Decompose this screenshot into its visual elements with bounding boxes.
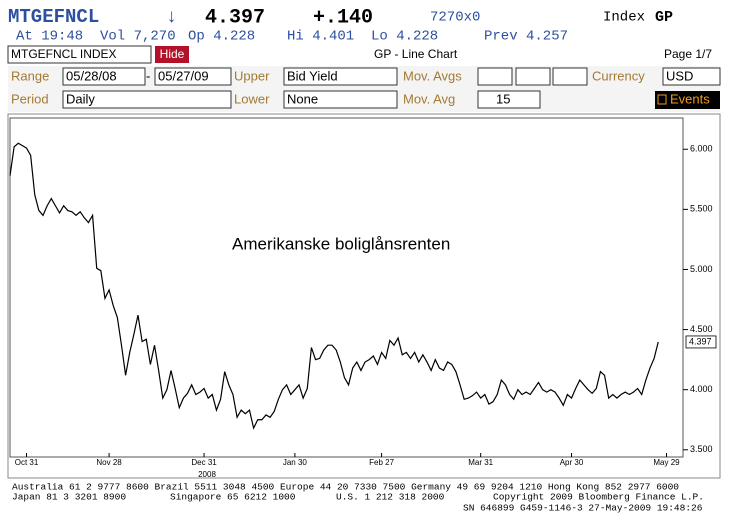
footer-line: Singapore 65 6212 1000 [170, 492, 296, 503]
quote-item: At 19:48 [16, 29, 83, 45]
x-tick-label: Mar 31 [468, 458, 493, 467]
x-tick-label: Jan 30 [283, 458, 308, 467]
plot-area [9, 117, 684, 458]
quote-item: Vol 7,270 [100, 29, 176, 45]
mov-avgs-label: Mov. Avgs [403, 68, 462, 83]
hide-label: Hide [160, 47, 185, 61]
period-field[interactable] [62, 90, 232, 109]
security-field[interactable] [7, 45, 152, 64]
upper-field[interactable] [283, 67, 398, 86]
direction-arrow: ↓ [166, 6, 177, 28]
lower-value: None [287, 91, 318, 106]
end-date-field[interactable] [154, 67, 232, 86]
series-line [9, 142, 659, 430]
x-tick-label: Nov 28 [96, 458, 122, 467]
end-date: 05/27/09 [158, 68, 209, 83]
y-tick-label: 5.500 [690, 204, 713, 214]
security-name: MTGEFNCL INDEX [11, 47, 117, 61]
last-value-label: 4.397 [689, 336, 712, 346]
hide-button[interactable] [155, 46, 189, 63]
annotation: Amerikanske boliglånsrenten [232, 234, 450, 253]
screen-title: GP - Line Chart [374, 47, 458, 61]
currency-field[interactable] [662, 67, 721, 86]
lower-label: Lower [234, 91, 270, 106]
last-value-tag [685, 335, 717, 349]
mov-avg-label: Mov. Avg [403, 91, 455, 106]
x-tick-label: May 29 [653, 458, 680, 467]
mov-avg-field[interactable] [552, 67, 588, 86]
x-tick-label: Dec 31 [191, 458, 217, 467]
ticker: MTGEFNCL [8, 6, 99, 28]
quote-item: Hi 4.401 [287, 29, 354, 45]
start-date: 05/28/08 [66, 68, 117, 83]
footer-line: SN 646899 G459-1146-3 27-May-2009 19:48:… [463, 503, 703, 514]
last-price: 4.397 [205, 6, 265, 29]
footer-line: Australia 61 2 9777 8600 Brazil 5511 304… [12, 482, 679, 493]
security-type: Index [603, 10, 645, 26]
upper-value: Bid Yield [287, 68, 338, 83]
period-value: Daily [66, 91, 95, 106]
page-indicator: Page 1/7 [664, 47, 712, 61]
range-label: Range [11, 68, 49, 83]
y-tick-label: 6.000 [690, 144, 713, 154]
y-tick-label: 5.000 [690, 264, 713, 274]
quote-item: Lo 4.228 [371, 29, 438, 45]
mov-avg-field[interactable] [477, 67, 513, 86]
y-tick-label: 3.500 [690, 444, 713, 454]
x-tick-label: Feb 27 [369, 458, 394, 467]
y-tick-label: 4.000 [690, 384, 713, 394]
footer-line: Japan 81 3 3201 8900 [12, 492, 126, 503]
start-date-field[interactable] [62, 67, 146, 86]
range-dash: - [146, 68, 150, 83]
footer-line: U.S. 1 212 318 2000 [336, 492, 445, 503]
quote-item: Op 4.228 [188, 29, 255, 45]
lower-field[interactable] [283, 90, 398, 109]
currency-label: Currency [592, 68, 645, 83]
events-icon [657, 94, 667, 105]
function-code: GP [655, 9, 673, 26]
footer-line: Copyright 2009 Bloomberg Finance L.P. [493, 492, 704, 503]
trade-size: 7270x0 [430, 10, 480, 26]
mov-avg-length-field[interactable] [477, 90, 541, 109]
upper-label: Upper [234, 68, 270, 83]
year-label: 2008 [198, 470, 216, 479]
quote-item: Prev 4.257 [484, 29, 568, 45]
y-tick-label: 4.500 [690, 324, 713, 334]
price-change: +.140 [313, 6, 373, 29]
x-tick-label: Oct 31 [15, 458, 39, 467]
mov-avg-field[interactable] [515, 67, 551, 86]
x-tick-label: Apr 30 [560, 458, 584, 467]
mov-avg-length: 15 [496, 91, 510, 106]
events-label: Events [670, 91, 710, 106]
period-label: Period [11, 91, 49, 106]
currency-value: USD [666, 68, 693, 83]
events-button[interactable] [655, 91, 720, 109]
